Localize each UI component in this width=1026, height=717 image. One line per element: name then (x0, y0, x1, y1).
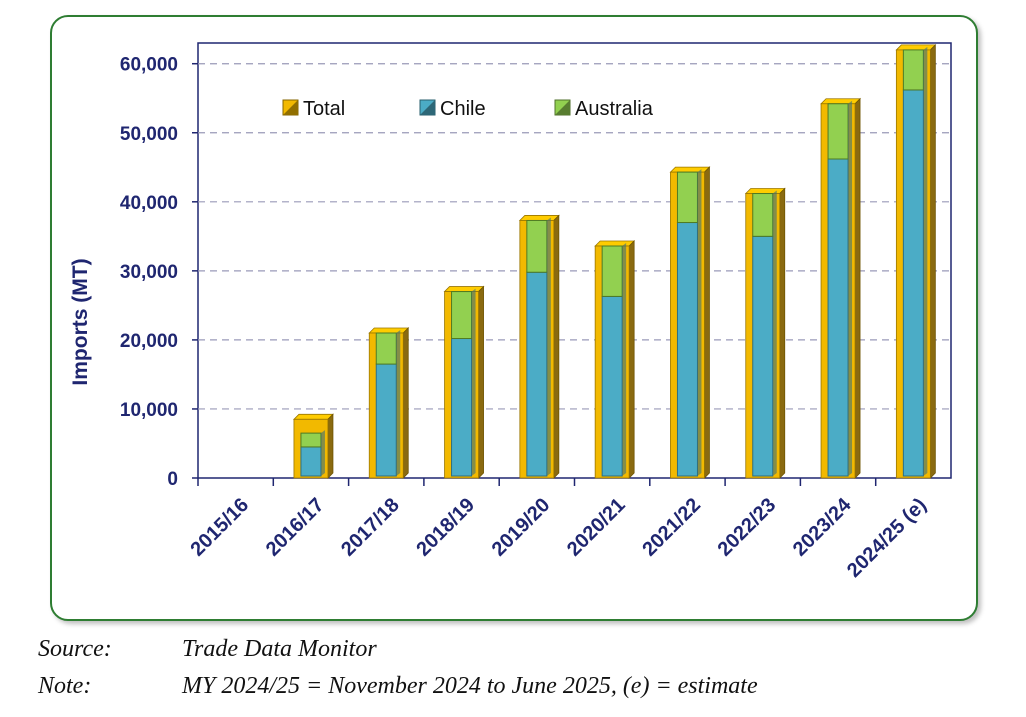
bar-total-side (402, 327, 409, 479)
x-tick-label: 2017/18 (337, 494, 404, 561)
bar-total-top (895, 44, 937, 51)
bar-total-side (779, 187, 786, 479)
bar-inner-side (923, 46, 928, 477)
legend-label-total: Total (303, 98, 345, 120)
x-tick-label: 2019/20 (488, 494, 555, 561)
bar-australia (375, 332, 397, 365)
bar-total-top (669, 166, 711, 173)
bar-australia (526, 219, 548, 273)
bar-total-top (292, 413, 334, 420)
bar-total-top (443, 286, 485, 292)
bar-total-top (368, 327, 410, 334)
bar-chile (526, 271, 548, 477)
bar-australia (902, 49, 924, 91)
bar-inner-side (772, 190, 777, 476)
bar-total-side (854, 97, 861, 479)
bar-inner-side (320, 430, 325, 476)
x-tick-label: 2023/24 (789, 493, 856, 560)
bar-australia (827, 103, 849, 160)
bar-total-side (478, 285, 484, 479)
y-tick-label: 10,000 (120, 400, 178, 421)
bar-total-side (553, 214, 560, 479)
bars (292, 43, 937, 479)
source-row: Source: Trade Data Monitor (38, 636, 998, 673)
y-tick-label: 50,000 (120, 124, 178, 145)
bar-total-side (704, 166, 710, 479)
bar-total-top (594, 240, 636, 247)
note-row: Note: MY 2024/25 = November 2024 to June… (38, 673, 998, 710)
source-text: Trade Data Monitor (182, 636, 377, 662)
x-tick-label: 2021/22 (638, 494, 705, 561)
y-tick-label: 20,000 (120, 331, 178, 352)
note-label: Note: (38, 673, 92, 699)
bar-chile (752, 235, 774, 477)
bar-australia (752, 193, 774, 237)
x-tick-label: 2024/25 (e) (843, 494, 931, 582)
y-tick-label: 30,000 (120, 262, 178, 283)
bar-total-top (820, 98, 862, 105)
bar-total-top (518, 215, 560, 221)
legend-swatch-shade (420, 100, 435, 115)
y-tick-label: 0 (167, 469, 178, 490)
bar-inner-side (848, 100, 853, 476)
bar-inner-side (471, 288, 476, 476)
x-tick-label: 2018/19 (412, 494, 479, 561)
bar-inner-side (622, 243, 627, 476)
bar-chile (451, 338, 473, 477)
y-tick-label: 60,000 (120, 55, 178, 76)
footnotes: Source: Trade Data Monitor Note: MY 2024… (38, 636, 998, 710)
bar-inner-side (546, 217, 551, 476)
x-tick-label: 2022/23 (714, 494, 781, 561)
bar-inner-side (396, 330, 401, 476)
bar-chile (601, 295, 623, 477)
bar-chile (300, 446, 322, 477)
bar-australia (601, 245, 623, 297)
source-label: Source: (38, 636, 112, 662)
bar-total-top (744, 188, 786, 194)
legend-swatch-shade (555, 100, 570, 115)
bar-chile (676, 222, 698, 477)
note-text: MY 2024/25 = November 2024 to June 2025,… (182, 673, 758, 699)
bar-chile (375, 363, 397, 477)
legend-label-australia: Australia (575, 98, 654, 120)
x-tick-label: 2015/16 (187, 494, 254, 561)
x-tick-label: 2020/21 (563, 494, 630, 561)
bar-total-side (327, 413, 334, 479)
bar-australia (676, 171, 698, 224)
bar-inner-side (697, 169, 702, 476)
legend-label-chile: Chile (440, 98, 486, 120)
bar-australia (300, 432, 322, 448)
legend-swatch-shade (283, 100, 298, 115)
y-axis-label: Imports (MT) (69, 258, 92, 385)
bar-chile (827, 158, 849, 477)
bar-chile (902, 89, 924, 477)
legend: Total Chile Australia (282, 98, 654, 120)
x-tick-label: 2016/17 (262, 494, 329, 561)
y-tick-label: 40,000 (120, 193, 178, 214)
bar-australia (451, 291, 473, 340)
bar-total-side (929, 43, 936, 479)
bar-total-side (628, 240, 635, 479)
